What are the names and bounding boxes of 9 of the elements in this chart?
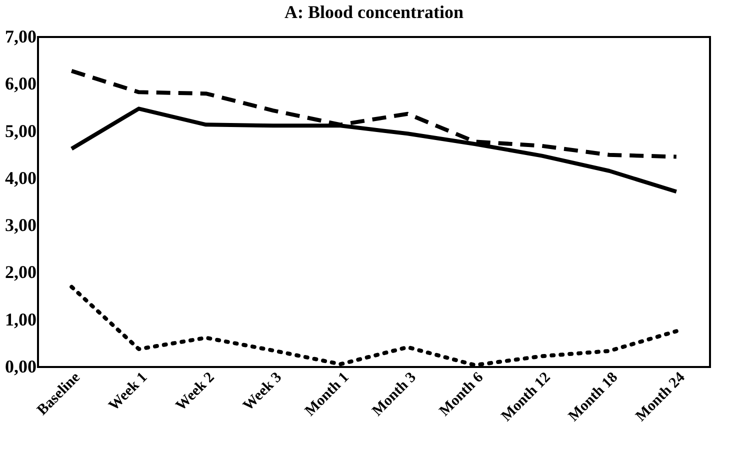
y-tick-label: 3,00 xyxy=(5,215,36,236)
y-tick-label: 1,00 xyxy=(5,309,36,330)
chart-title: A: Blood concentration xyxy=(284,2,464,22)
y-tick-label: 0,00 xyxy=(5,356,36,376)
y-tick-label: 2,00 xyxy=(5,262,36,282)
y-tick-label: 5,00 xyxy=(5,120,36,141)
y-tick-label: 6,00 xyxy=(5,74,36,94)
y-tick-label: 7,00 xyxy=(5,26,36,46)
y-tick-label: 4,00 xyxy=(5,168,36,188)
